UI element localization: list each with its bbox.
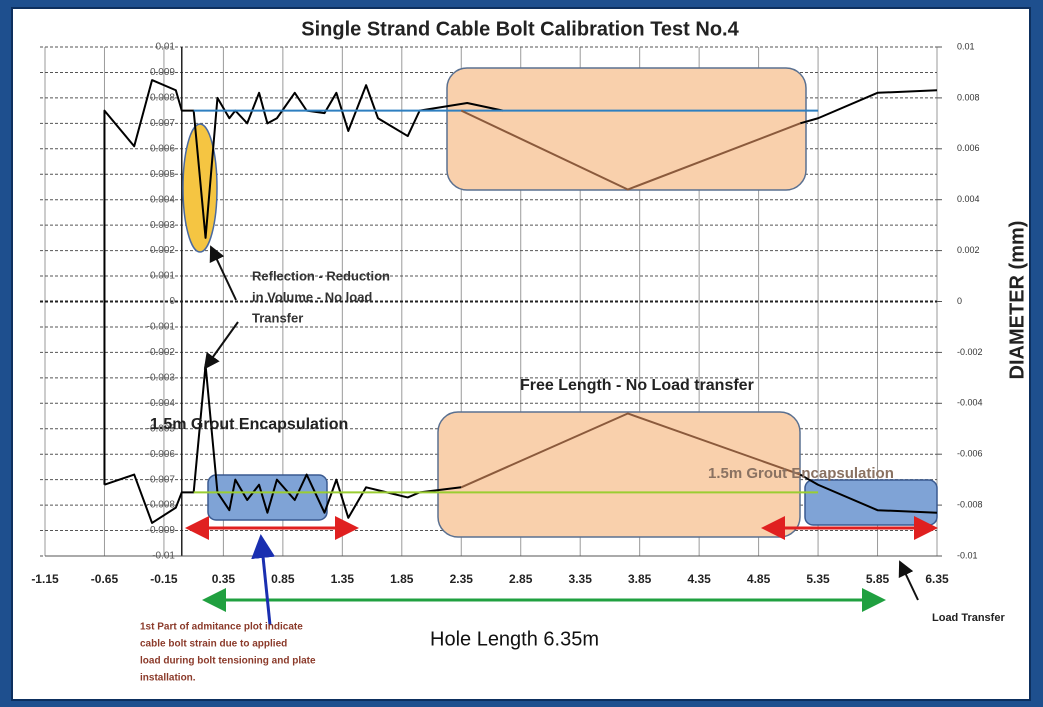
y-tick-label: 0.004 — [150, 194, 175, 205]
x-tick-label: 5.35 — [806, 572, 830, 586]
arrow — [209, 245, 237, 301]
annotation: 1.5m Grout Encapsulation — [150, 416, 348, 433]
arrow — [203, 321, 239, 370]
y2-tick-label: -0.002 — [957, 347, 983, 357]
y-tick-label: 0.008 — [150, 93, 175, 104]
y-tick-label: 0.003 — [150, 220, 175, 231]
x-tick-label: 0.35 — [212, 572, 236, 586]
series-line — [103, 79, 938, 485]
annotation: Reflection - Reduction — [252, 268, 390, 283]
y2-tick-label: 0.004 — [957, 194, 980, 204]
y-tick-label: 0.006 — [150, 143, 175, 154]
y2-tick-label: 0.01 — [957, 41, 975, 51]
x-tick-label: 0.85 — [271, 572, 295, 586]
annotation: cable bolt strain due to applied — [140, 639, 287, 650]
y-tick-label: 0.007 — [150, 118, 175, 129]
annotation: load during bolt tensioning and plate — [140, 656, 316, 667]
lines — [103, 79, 938, 524]
annotation: Free Length - No Load transfer — [520, 377, 754, 394]
arrow — [898, 560, 919, 601]
x-tick-label: 1.35 — [331, 572, 355, 586]
y2-axis-label: DIAMETER (mm) — [1006, 221, 1028, 380]
annotation: 1st Part of admitance plot indicate — [140, 622, 303, 633]
annotation: Load Transfer — [932, 612, 1005, 624]
y2-tick-label: 0.006 — [957, 143, 980, 153]
y2-tick-label: -0.008 — [957, 499, 983, 509]
y-tick-label: -0.007 — [147, 474, 176, 485]
y-tick-label: 0.001 — [150, 271, 175, 282]
y2-tick-label: 0.008 — [957, 92, 980, 102]
x-tick-label: 5.85 — [866, 572, 890, 586]
series-line — [460, 412, 801, 489]
x-tick-label: -0.65 — [91, 572, 119, 586]
y2-tick-label: -0.01 — [957, 550, 978, 560]
annotation: Hole Length 6.35m — [430, 628, 599, 650]
series-line — [460, 109, 801, 191]
y-tick-label: 0.005 — [150, 169, 175, 180]
annotation: in Volume - No load — [252, 289, 372, 304]
y-tick-label: -0.005 — [147, 423, 176, 434]
y-tick-label: 0.002 — [150, 245, 175, 256]
y-tick-label: -0.008 — [147, 500, 176, 511]
x-tick-label: -0.15 — [150, 572, 178, 586]
annotation: Transfer — [252, 310, 303, 325]
x-tick-label: 2.35 — [450, 572, 474, 586]
y2-tick-label: 0.002 — [957, 245, 980, 255]
x-tick-label: 2.85 — [509, 572, 533, 586]
x-tick-label: -1.15 — [31, 572, 59, 586]
y-tick-label: -0.002 — [147, 347, 176, 358]
y-tick-label: 0 — [169, 296, 175, 307]
x-tick-label: 3.85 — [628, 572, 652, 586]
chart-title: Single Strand Cable Bolt Calibration Tes… — [301, 18, 739, 40]
y-tick-label: 0.01 — [156, 42, 176, 53]
y-tick-label: -0.003 — [147, 372, 176, 383]
annotation: installation. — [140, 673, 196, 684]
series-line — [104, 364, 938, 524]
y-tick-label: 0.009 — [150, 67, 175, 78]
x-tick-label: 6.35 — [925, 572, 949, 586]
y-tick-label: -0.004 — [147, 398, 176, 409]
x-tick-label: 3.35 — [569, 572, 593, 586]
y-tick-label: -0.001 — [147, 322, 176, 333]
y-tick-label: -0.006 — [147, 449, 176, 460]
x-tick-label: 4.85 — [747, 572, 771, 586]
y-tick-label: -0.01 — [152, 551, 175, 562]
x-tick-label: 4.35 — [687, 572, 711, 586]
y2-tick-label: -0.006 — [957, 449, 983, 459]
y-tick-label: -0.009 — [147, 525, 176, 536]
blue-arrow — [251, 534, 276, 626]
x-tick-label: 1.85 — [390, 572, 414, 586]
y2-tick-label: -0.004 — [957, 398, 983, 408]
y2-tick-label: 0 — [957, 296, 962, 306]
annotation: 1.5m Grout Encapsulation — [708, 465, 894, 482]
